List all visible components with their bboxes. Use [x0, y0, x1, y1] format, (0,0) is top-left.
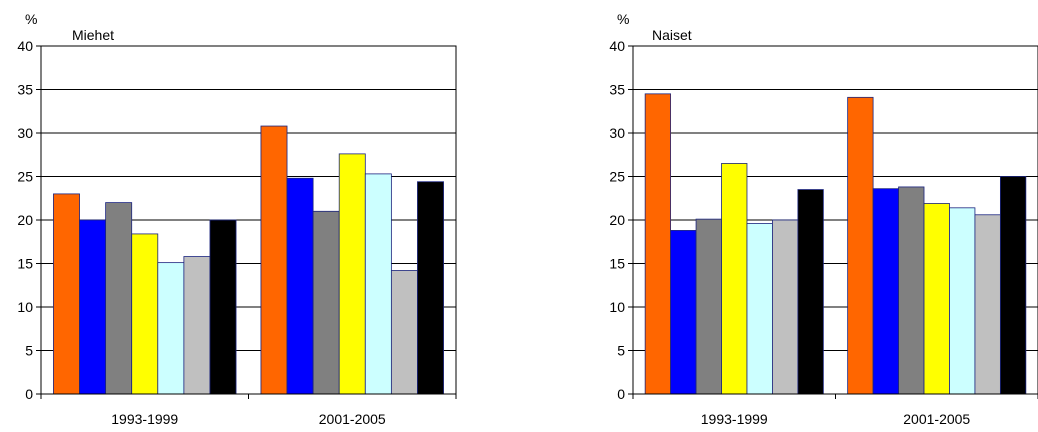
y-tick-label: 0 — [25, 386, 33, 402]
bar — [670, 230, 697, 395]
bar — [772, 219, 799, 395]
bar — [847, 96, 874, 395]
bar — [999, 176, 1027, 395]
x-tick-label: 1993-1999 — [701, 411, 768, 427]
bar — [105, 202, 133, 395]
bar — [364, 173, 392, 395]
y-tick-label: 20 — [609, 212, 625, 228]
bar — [417, 181, 444, 395]
y-tick-label: 25 — [609, 169, 625, 185]
x-tick-label: 1993-1999 — [111, 411, 178, 427]
bar — [695, 218, 722, 395]
bar — [286, 177, 314, 395]
y-tick-label: 5 — [25, 343, 33, 359]
y-tick-label: 35 — [17, 82, 33, 98]
bar — [949, 207, 976, 395]
y-tick-label: 10 — [17, 299, 33, 315]
bar — [209, 219, 237, 395]
bar — [131, 233, 159, 395]
bar — [872, 188, 899, 395]
y-tick-label: 25 — [17, 169, 33, 185]
y-tick-label: 15 — [17, 256, 33, 272]
bar — [157, 262, 185, 395]
bar — [260, 125, 288, 395]
chart-title: Miehet — [72, 27, 114, 43]
y-tick-label: 15 — [609, 256, 625, 272]
chart-naiset: 0 5 10 15 20 25 30 35 40 1993-1999 2001-2005% Naise… — [609, 11, 1038, 427]
y-axis-unit: % — [25, 11, 37, 27]
bar — [79, 219, 107, 395]
x-tick-label: 2001-2005 — [319, 411, 386, 427]
bar — [183, 256, 211, 395]
bar — [898, 186, 925, 395]
y-tick-label: 40 — [609, 38, 625, 54]
y-tick-label: 30 — [17, 125, 33, 141]
y-axis-unit: % — [617, 11, 629, 27]
bar — [974, 214, 1001, 395]
y-tick-label: 5 — [617, 343, 625, 359]
y-tick-label: 35 — [609, 82, 625, 98]
bar — [390, 270, 418, 395]
y-tick-label: 0 — [617, 386, 625, 402]
y-tick-label: 10 — [609, 299, 625, 315]
bar — [746, 223, 773, 395]
bar — [797, 189, 824, 395]
bar — [923, 203, 950, 395]
chart-title: Naiset — [652, 27, 692, 43]
y-tick-label: 20 — [17, 212, 33, 228]
bar — [644, 93, 672, 395]
x-tick-label: 2001-2005 — [903, 411, 970, 427]
bar — [721, 163, 748, 395]
bar — [53, 193, 80, 395]
y-tick-label: 40 — [17, 38, 33, 54]
bar — [312, 210, 340, 395]
y-tick-label: 30 — [609, 125, 625, 141]
chart-miehet: 0 5 10 15 20 25 30 35 40 1993-1999 2001-2005% Miehe… — [17, 11, 457, 427]
bar — [338, 153, 366, 395]
